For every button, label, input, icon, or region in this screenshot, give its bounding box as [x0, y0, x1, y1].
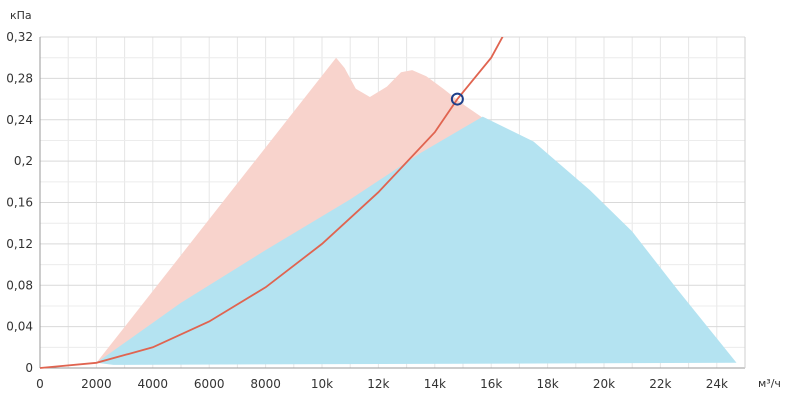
- x-axis-label: м³/ч: [758, 377, 781, 390]
- chart-markers: [450, 92, 464, 106]
- y-tick-label: 0,08: [6, 278, 33, 292]
- x-tick-label: 12k: [367, 377, 389, 391]
- x-tick-label: 4000: [138, 377, 169, 391]
- y-tick-label: 0,2: [14, 154, 33, 168]
- y-tick-label: 0,16: [6, 196, 33, 210]
- y-tick-label: 0,32: [6, 30, 33, 44]
- x-tick-label: 0: [36, 377, 44, 391]
- x-tick-label: 8000: [250, 377, 281, 391]
- y-tick-label: 0,12: [6, 237, 33, 251]
- operating-region-area: [96, 116, 737, 365]
- system-curve-line: [40, 37, 504, 369]
- x-tick-label: 2000: [81, 377, 112, 391]
- pressure-region-area: [96, 57, 483, 363]
- chart-axes: [39, 37, 746, 369]
- x-tick-label: 16k: [480, 377, 502, 391]
- x-tick-label: 20k: [593, 377, 615, 391]
- x-tick-label: 10k: [311, 377, 333, 391]
- y-tick-label: 0,04: [6, 320, 33, 334]
- y-tick-label: 0,28: [6, 71, 33, 85]
- operating-point-marker[interactable]: [450, 92, 464, 106]
- x-tick-label: 24k: [706, 377, 728, 391]
- y-tick-label: 0: [25, 361, 33, 375]
- chart-lines: [40, 37, 504, 369]
- x-tick-label: 14k: [424, 377, 446, 391]
- chart-areas: [96, 57, 737, 365]
- y-axis-label: кПа: [10, 9, 32, 22]
- x-tick-label: 22k: [649, 377, 671, 391]
- x-tick-label: 18k: [536, 377, 558, 391]
- y-tick-label: 0,24: [6, 113, 33, 127]
- chart-tick-labels: 0 0,04 0,08 0,12 0,16 0,2 0,24 0,28 0,32 0 2000 400…: [6, 30, 728, 391]
- x-tick-label: 6000: [194, 377, 225, 391]
